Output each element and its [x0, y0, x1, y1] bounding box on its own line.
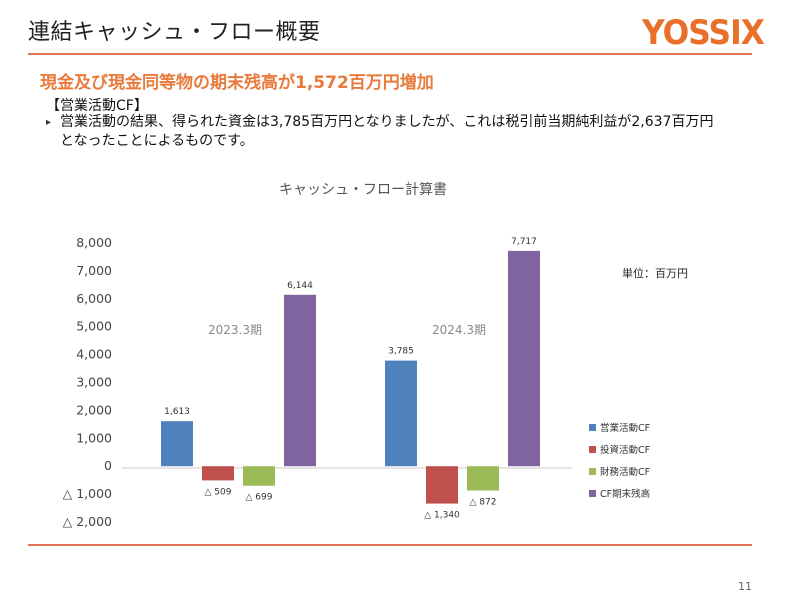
y-tick-label: △ 1,000 — [63, 486, 112, 501]
data-label: △ 872 — [470, 498, 497, 508]
unit-label: 単位：百万円 — [622, 266, 688, 280]
data-label: 7,717 — [511, 237, 537, 247]
y-tick-label: 0 — [104, 458, 112, 473]
data-label: 6,144 — [287, 281, 313, 291]
y-tick-label: △ 2,000 — [63, 514, 112, 529]
bar — [426, 466, 458, 504]
legend-swatch — [589, 468, 596, 475]
company-logo: YOSSIX — [641, 13, 766, 50]
legend-swatch — [589, 446, 596, 453]
data-label: △ 699 — [246, 493, 273, 503]
y-tick-label: 2,000 — [76, 402, 112, 417]
y-tick-label: 8,000 — [76, 235, 112, 250]
bar — [467, 466, 499, 491]
bar — [284, 294, 316, 467]
bar — [202, 466, 234, 481]
page-number: 11 — [738, 580, 752, 593]
data-label: △ 1,340 — [424, 511, 460, 521]
logo-text: YOSSIX — [641, 13, 765, 50]
category-label: 2024.3期 — [432, 323, 486, 337]
header-divider — [28, 53, 752, 55]
bar — [161, 421, 193, 467]
y-tick-label: 6,000 — [76, 291, 112, 306]
legend-label: 投資活動CF — [600, 444, 650, 456]
chart-title: キャッシュ・フロー計算書 — [279, 182, 447, 198]
legend-swatch — [589, 490, 596, 497]
bullet-text: 営業活動の結果、得られた資金は3,785百万円となりましたが、これは税引前当期純… — [60, 114, 714, 149]
section-label: 【営業活動CF】 — [46, 98, 148, 114]
legend-label: 営業活動CF — [600, 422, 650, 434]
data-label: 1,613 — [164, 407, 190, 417]
y-tick-label: 1,000 — [76, 430, 112, 445]
bar — [508, 250, 540, 467]
headline: 現金及び現金同等物の期末残高が1,572百万円増加 — [40, 73, 434, 93]
data-label: 3,785 — [388, 347, 414, 357]
y-tick-label: 4,000 — [76, 347, 112, 362]
page-title: 連結キャッシュ・フロー概要 — [28, 20, 321, 45]
bar — [385, 360, 417, 467]
legend-swatch — [589, 424, 596, 431]
y-tick-label: 5,000 — [76, 319, 112, 334]
data-label: △ 509 — [205, 487, 232, 497]
bullet-triangle-icon: ▸ — [46, 117, 52, 128]
footer-divider — [28, 544, 752, 546]
legend-label: CF期末残高 — [600, 488, 650, 500]
y-tick-label: 3,000 — [76, 375, 112, 390]
y-tick-label: 7,000 — [76, 263, 112, 278]
bar — [243, 466, 275, 486]
category-label: 2023.3期 — [208, 323, 262, 337]
legend-label: 財務活動CF — [600, 466, 650, 478]
